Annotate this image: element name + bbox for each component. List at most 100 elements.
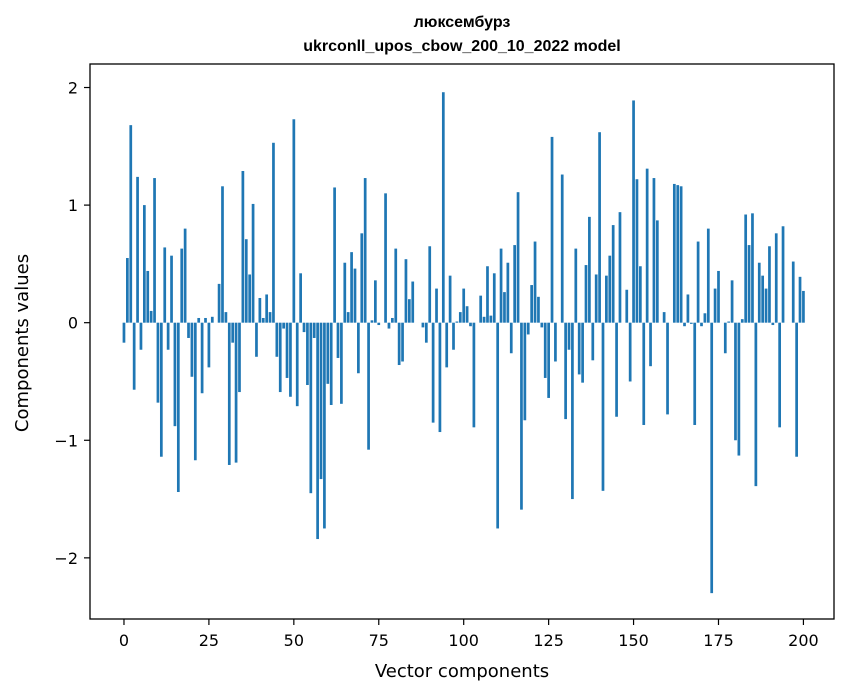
bar-62 bbox=[333, 187, 336, 323]
bar-139 bbox=[594, 274, 598, 323]
x-tick-label: 25 bbox=[199, 631, 219, 650]
bar-96 bbox=[448, 275, 452, 323]
bar-49 bbox=[289, 322, 292, 397]
bar-142 bbox=[605, 275, 608, 323]
bar-171 bbox=[703, 313, 707, 323]
bar-61 bbox=[329, 322, 333, 405]
y-tick-label: 2 bbox=[68, 79, 78, 98]
bar-21 bbox=[193, 322, 197, 461]
bar-28 bbox=[217, 283, 221, 323]
bar-44 bbox=[272, 142, 275, 323]
bar-42 bbox=[265, 294, 269, 323]
bar-1 bbox=[126, 258, 129, 323]
plot-area-frame bbox=[89, 63, 835, 620]
bar-166 bbox=[686, 294, 690, 323]
bar-153 bbox=[642, 322, 646, 425]
bar-135 bbox=[581, 322, 584, 383]
bar-89 bbox=[424, 322, 428, 343]
bar-11 bbox=[159, 322, 163, 457]
bar-174 bbox=[713, 288, 717, 323]
bar-182 bbox=[740, 319, 744, 323]
bar-159 bbox=[662, 312, 666, 323]
bar-8 bbox=[149, 310, 153, 323]
bar-146 bbox=[618, 212, 622, 323]
bar-57 bbox=[316, 322, 319, 540]
bar-66 bbox=[346, 312, 350, 323]
bar-14 bbox=[170, 255, 173, 323]
bars-group bbox=[122, 92, 805, 594]
bar-34 bbox=[238, 322, 241, 393]
bar-125 bbox=[547, 322, 550, 398]
bar-101 bbox=[465, 306, 469, 323]
bar-193 bbox=[778, 322, 782, 428]
bar-194 bbox=[781, 226, 785, 323]
bar-26 bbox=[210, 316, 214, 323]
bar-183 bbox=[744, 214, 748, 323]
bar-30 bbox=[224, 312, 228, 323]
bar-99 bbox=[458, 312, 462, 323]
bar-103 bbox=[472, 322, 476, 428]
bar-36 bbox=[244, 239, 248, 323]
bar-64 bbox=[340, 322, 343, 404]
bar-84 bbox=[407, 299, 411, 323]
bar-79 bbox=[390, 317, 394, 323]
bar-56 bbox=[312, 322, 316, 338]
y-tick-label: 1 bbox=[68, 196, 78, 215]
bar-39 bbox=[255, 322, 258, 357]
bar-5 bbox=[139, 322, 143, 350]
bar-172 bbox=[706, 228, 710, 323]
bar-148 bbox=[625, 289, 629, 323]
x-tick-label: 75 bbox=[369, 631, 389, 650]
bar-113 bbox=[506, 262, 510, 323]
bar-138 bbox=[591, 322, 595, 361]
bar-197 bbox=[791, 261, 795, 323]
bar-106 bbox=[482, 316, 486, 323]
bar-92 bbox=[435, 288, 438, 323]
bar-156 bbox=[652, 178, 656, 323]
bar-37 bbox=[248, 274, 252, 323]
y-tick-label: 0 bbox=[68, 314, 78, 333]
bar-149 bbox=[628, 322, 632, 382]
bar-100 bbox=[462, 288, 466, 323]
bar-75 bbox=[377, 322, 381, 326]
bar-127 bbox=[554, 322, 557, 362]
bar-24 bbox=[204, 317, 207, 323]
bar-94 bbox=[441, 92, 445, 323]
bar-190 bbox=[768, 246, 771, 323]
bar-137 bbox=[588, 216, 591, 323]
bar-32 bbox=[231, 322, 235, 343]
bar-70 bbox=[360, 233, 364, 323]
bar-141 bbox=[601, 322, 605, 491]
bar-198 bbox=[795, 322, 798, 457]
bar-74 bbox=[374, 280, 377, 323]
bar-131 bbox=[567, 322, 571, 350]
y-tick-label: −2 bbox=[54, 549, 78, 568]
x-axis-label: Vector components bbox=[375, 661, 549, 682]
bar-109 bbox=[492, 273, 496, 323]
bar-177 bbox=[723, 322, 727, 354]
bar-170 bbox=[700, 322, 703, 327]
bar-71 bbox=[363, 178, 367, 323]
bar-68 bbox=[353, 268, 357, 323]
x-tick-label: 50 bbox=[284, 631, 304, 650]
bar-46 bbox=[278, 322, 282, 393]
bar-200 bbox=[802, 290, 805, 323]
bar-117 bbox=[520, 322, 523, 510]
bar-119 bbox=[526, 322, 530, 335]
bar-124 bbox=[543, 322, 547, 378]
chart-title-line1: люксембурз bbox=[414, 14, 511, 31]
bar-4 bbox=[136, 176, 139, 323]
bar-93 bbox=[438, 322, 442, 433]
bar-20 bbox=[190, 322, 194, 377]
bar-185 bbox=[751, 213, 754, 323]
bar-65 bbox=[343, 262, 347, 323]
bar-88 bbox=[421, 322, 425, 328]
bar-40 bbox=[258, 297, 262, 323]
bar-3 bbox=[132, 322, 136, 390]
bar-107 bbox=[486, 266, 489, 323]
bar-38 bbox=[251, 203, 255, 323]
bar-80 bbox=[394, 248, 398, 323]
bar-95 bbox=[445, 322, 449, 368]
bar-144 bbox=[611, 225, 615, 323]
bar-102 bbox=[469, 322, 472, 327]
